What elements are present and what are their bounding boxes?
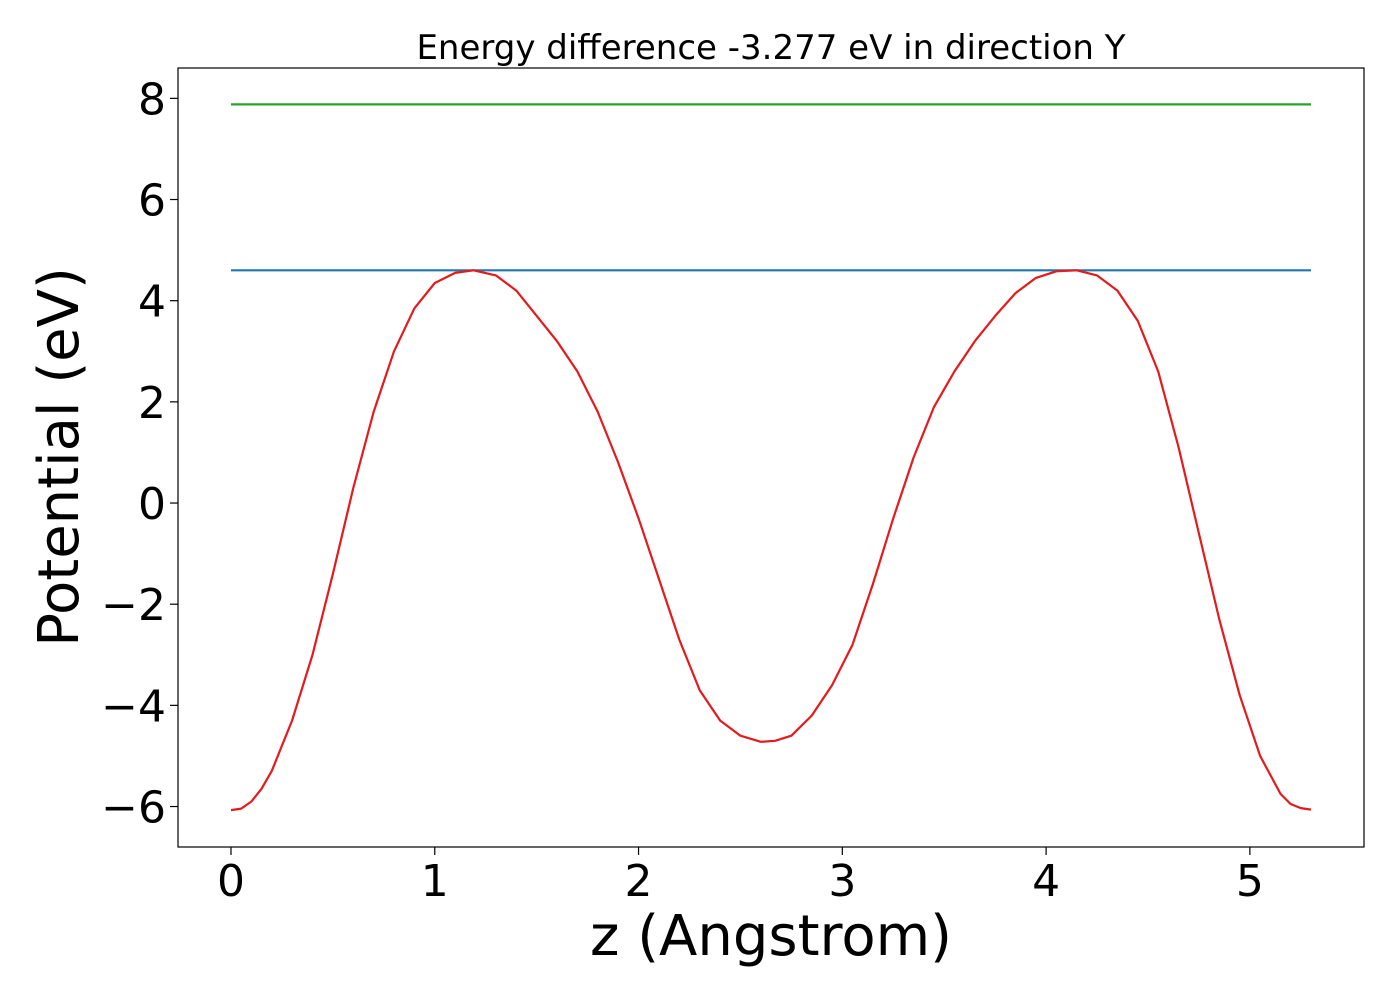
chart-title: Energy difference -3.277 eV in direction… — [416, 28, 1125, 68]
x-tick-label: 4 — [1032, 856, 1060, 907]
y-tick-label: 2 — [138, 378, 166, 429]
y-tick-label: 0 — [138, 479, 166, 530]
y-tick-label: −4 — [101, 681, 166, 732]
x-tick-label: 0 — [217, 856, 245, 907]
y-tick-label: −6 — [101, 783, 166, 834]
x-tick-label: 3 — [828, 856, 856, 907]
x-tick-label: 1 — [421, 856, 449, 907]
y-axis: −6 −4 −2 0 2 4 6 8 — [101, 74, 178, 834]
x-axis-label: z (Angstrom) — [590, 904, 952, 969]
y-tick-label: 6 — [138, 176, 166, 227]
y-tick-label: 4 — [138, 277, 166, 328]
plot-frame — [177, 67, 1365, 848]
series-layer — [230, 103, 1312, 812]
x-tick-label: 5 — [1236, 856, 1264, 907]
x-axis: 0 1 2 3 4 5 — [217, 847, 1264, 907]
series-line-2 — [230, 269, 1312, 812]
y-axis-label: Potential (eV) — [27, 267, 92, 647]
x-tick-label: 2 — [625, 856, 653, 907]
y-tick-label: −2 — [101, 580, 166, 631]
y-tick-label: 8 — [138, 74, 166, 125]
